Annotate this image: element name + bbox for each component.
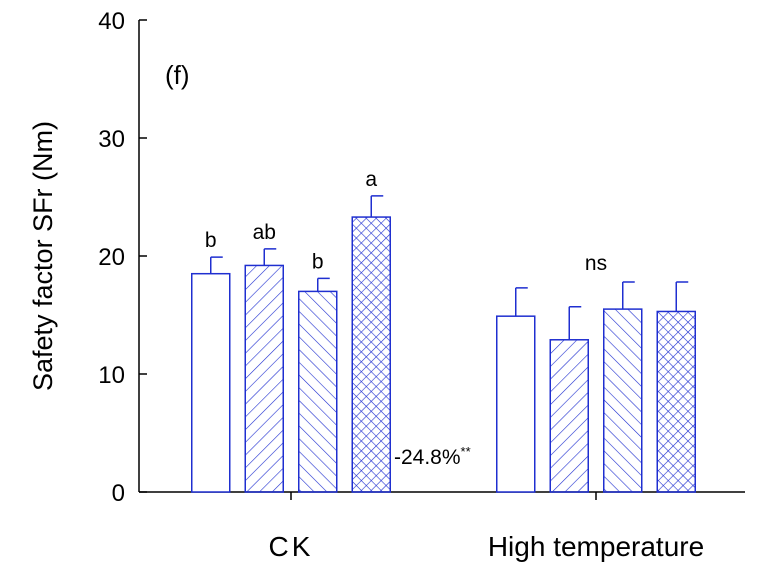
- error-bar: [515, 287, 528, 317]
- y-tick-label: 30: [98, 126, 125, 153]
- error-bar: [263, 248, 277, 266]
- y-tick-label: 0: [112, 480, 125, 507]
- bar: [656, 310, 696, 493]
- bar: [351, 216, 391, 493]
- significance-label: a: [365, 168, 377, 191]
- error-bar: [622, 281, 635, 310]
- error-bar: [568, 305, 582, 340]
- annotation-superscript: **: [461, 444, 471, 459]
- annotation-text: -24.8%: [394, 446, 461, 469]
- x-tick-label: High temperature: [488, 531, 704, 562]
- bar: [298, 290, 338, 493]
- significance-label: ab: [253, 221, 276, 244]
- y-tick-label: 40: [98, 8, 125, 35]
- y-tick-label: 20: [98, 244, 125, 271]
- group-label: ns: [585, 252, 607, 275]
- bar: [496, 315, 536, 493]
- error-bar: [370, 195, 384, 218]
- error-bar: [675, 281, 689, 312]
- annotation: -24.8%**: [394, 444, 471, 469]
- bar: [603, 308, 643, 493]
- error-bar: [210, 256, 223, 274]
- y-axis-label: Safety factor SFr (Nm): [28, 121, 58, 391]
- bar: [549, 339, 589, 493]
- x-tick-label: CK: [269, 531, 314, 562]
- significance-label: b: [205, 229, 217, 252]
- significance-label: b: [312, 250, 324, 273]
- bar: [244, 264, 284, 493]
- bar: [191, 272, 231, 493]
- y-tick-label: 10: [98, 362, 125, 389]
- panel-label: (f): [165, 60, 190, 90]
- error-bar: [317, 277, 330, 292]
